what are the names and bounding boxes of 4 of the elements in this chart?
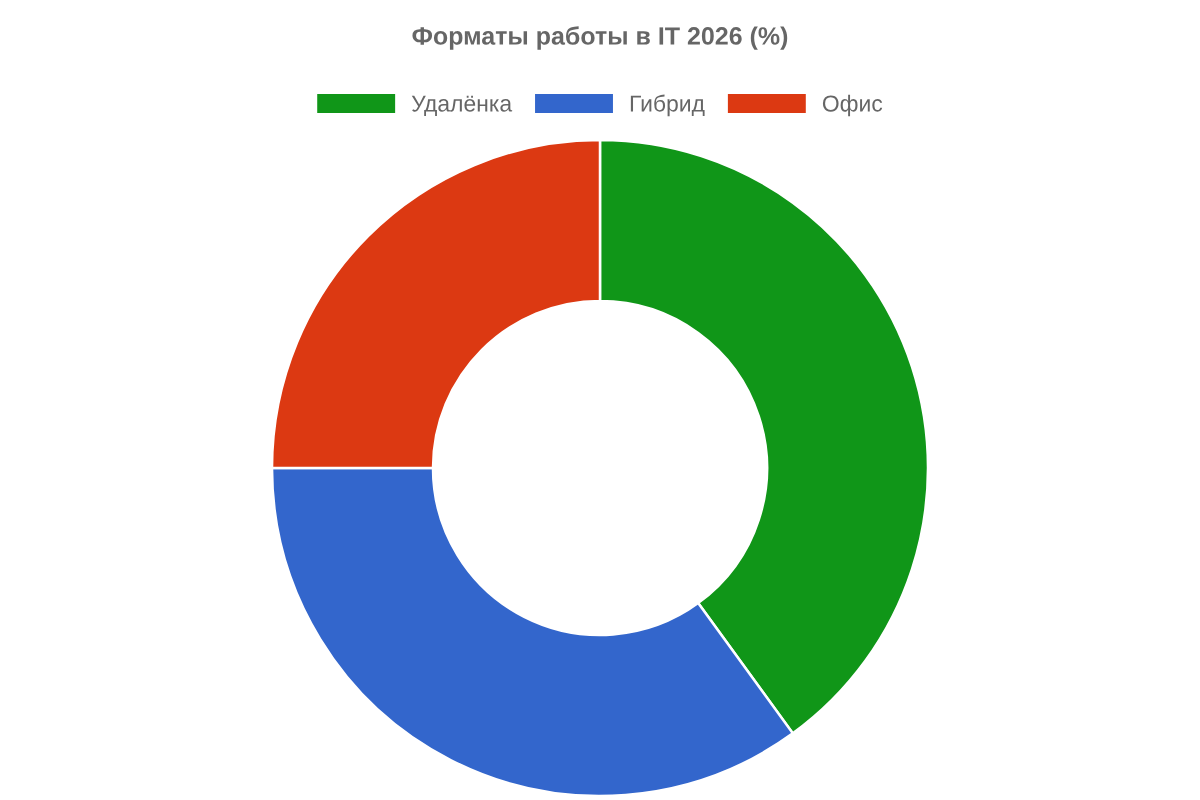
- legend-label: Удалёнка: [411, 95, 513, 116]
- legend-label: Гибрид: [630, 94, 705, 117]
- chart-title: Форматы работы в IT 2026 (%): [412, 26, 788, 50]
- legend-label: Офис: [822, 94, 883, 117]
